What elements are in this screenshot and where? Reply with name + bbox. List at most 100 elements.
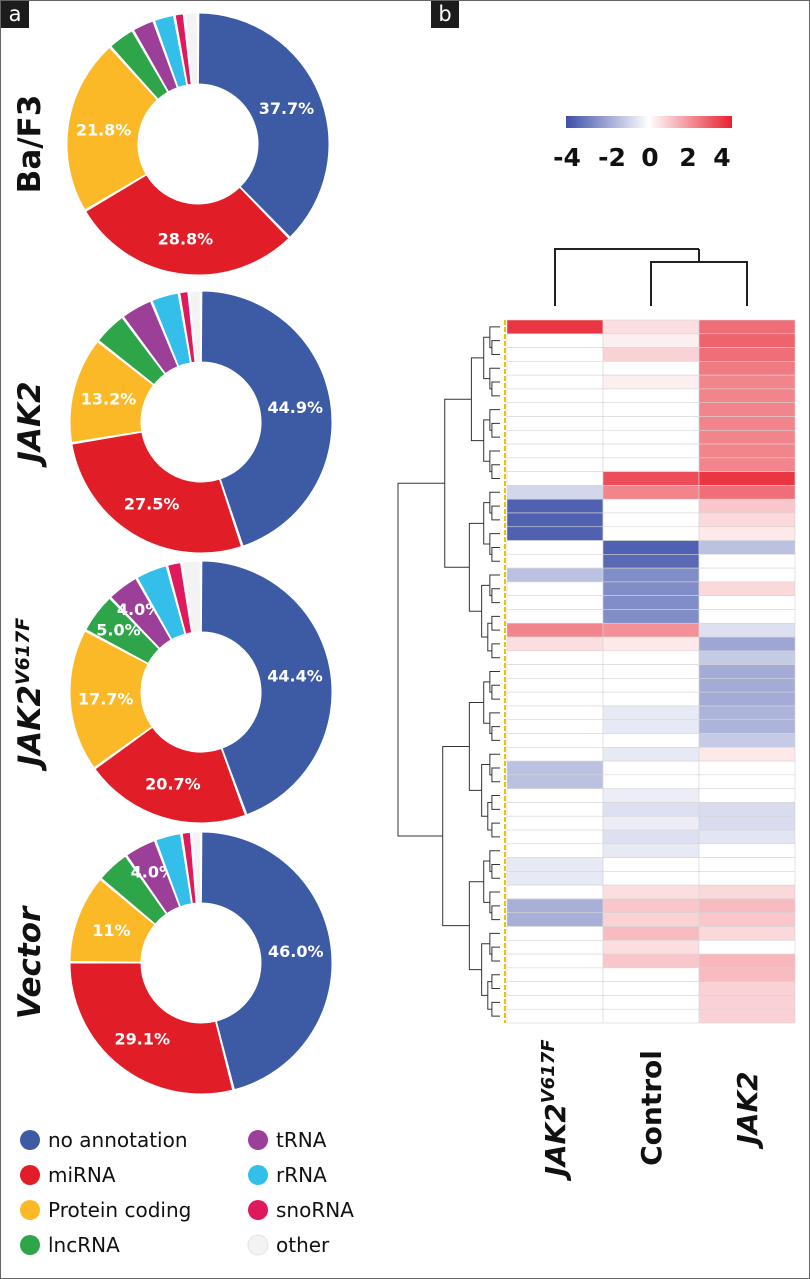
heatmap-cell [506,912,604,927]
heatmap-cell [602,471,700,486]
heatmap-cell [602,319,700,335]
legend-item: tRNA [248,1128,327,1152]
heatmap-cell [506,884,604,900]
slice-mirna [94,726,246,824]
heatmap-cell [602,388,700,404]
heatmap-cell [698,939,796,955]
heatmap-cell [506,347,604,362]
heatmap-cell [602,967,700,982]
heatmap-cell [698,719,796,734]
heatmap-cell [698,981,796,996]
heatmap-cell [506,871,604,886]
heatmap-cell [506,815,604,831]
heatmap-cell [506,760,604,776]
heatmap-cell [506,416,604,431]
slice-value-label: 17.7% [78,689,134,708]
heatmap-cell [506,995,604,1010]
slice-no-annotation [200,560,333,816]
slice-lncrna [110,30,169,100]
heatmap-cell [506,1008,604,1024]
heatmap-cell [698,429,796,445]
heatmap-cell [602,802,700,817]
heatmap-cell [506,361,604,376]
heatmap-cell [506,485,604,500]
heatmap-cell [698,926,796,941]
donut-row-label: Ba/F3 [12,95,48,194]
heatmap-cell [698,857,796,872]
heatmap-cell [698,815,796,831]
heatmap-cell [602,829,700,845]
heatmap-cell [506,622,604,638]
donut-charts: 37.7%28.8%21.8%Ba/F344.9%27.5%13.2%JAK24… [12,12,333,1095]
heatmap-cell [506,788,604,803]
heatmap-cell [698,554,796,569]
slice-value-label: 27.5% [124,495,180,514]
legend-item: other [247,1233,330,1257]
heatmap-cell [698,471,796,486]
heatmap-cell [506,402,604,417]
legend-item: lncRNA [20,1233,120,1257]
slice-other [184,12,199,85]
heatmap-cell [698,733,796,748]
heatmap-cell [602,678,700,693]
slice-value-label: 21.8% [76,121,132,140]
slice-lncrna [85,597,160,665]
heatmap-cell [698,402,796,417]
heatmap-cell [602,691,700,707]
heatmap-cell [506,650,604,665]
heatmap-cell [698,540,796,555]
slice-snorna [181,831,197,905]
heatmap-cell [506,581,604,596]
heatmap-cell [698,664,796,679]
heatmap-cell [698,678,796,693]
heatmap-cell [602,912,700,927]
legend-label: lncRNA [48,1233,120,1257]
color-scale-tick: -2 [598,143,626,172]
column-dendrogram [554,248,748,306]
heatmap-cell [602,774,700,789]
heatmap-cell [506,829,604,845]
slice-value-label: 11% [92,921,130,940]
heatmap-cell [698,333,796,348]
slice-trna [122,300,179,375]
heatmap-cell [698,361,796,376]
panel-label-b: b [431,1,459,28]
slice-value-label: 29.1% [114,1029,170,1048]
heatmap-cell [602,443,700,459]
heatmap-cell [602,939,700,955]
heatmap-cell [506,967,604,982]
color-scale-tick: 0 [641,143,658,172]
heatmap-cell [602,857,700,872]
slice-no-annotation [200,831,333,1091]
heatmap-cell [602,512,700,528]
heatmap-cell [698,995,796,1010]
heatmap-cell [698,526,796,541]
slice-lncrna [97,316,166,386]
heatmap-cell [602,705,700,721]
legend-label: no annotation [48,1128,188,1152]
color-scale-bar [566,116,732,128]
legend-item: no annotation [20,1128,188,1152]
heatmap-cell [698,843,796,858]
donut-chart-1: 37.7% 28.8% 21.8% Ba/F3 [12,12,330,276]
heatmap-cell [506,374,604,390]
heatmap-cell [698,347,796,362]
heatmap-cell [506,733,604,748]
heatmap-cell [602,595,700,610]
heatmap-cell [602,953,700,969]
heatmap-cell [698,871,796,886]
heatmap-cell [602,402,700,417]
heatmap-cell [602,554,700,569]
heatmap-cell [698,443,796,459]
heatmap-cell [506,981,604,996]
heatmap-cell [602,843,700,858]
heatmap-cell [698,953,796,969]
donut-row-label: JAK2 [12,381,48,468]
slice-rrna [155,833,193,908]
slice-value-label: 5.0% [96,621,140,640]
legend-swatch [20,1165,40,1185]
slice-rrna [151,292,192,367]
slice-other [181,560,202,634]
heatmap-cell [698,760,796,776]
